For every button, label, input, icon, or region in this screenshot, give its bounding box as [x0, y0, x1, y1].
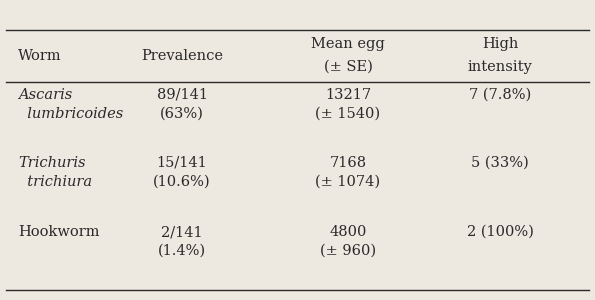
- Text: 13217: 13217: [325, 88, 371, 102]
- Text: 2/141: 2/141: [161, 225, 203, 239]
- Text: (10.6%): (10.6%): [153, 175, 211, 189]
- Text: 15/141: 15/141: [156, 156, 208, 170]
- Text: (± SE): (± SE): [324, 60, 372, 74]
- Text: Trichuris: Trichuris: [18, 156, 86, 170]
- Text: trichiura: trichiura: [18, 175, 92, 189]
- Text: 4800: 4800: [329, 225, 367, 239]
- Text: Worm: Worm: [18, 49, 62, 63]
- Text: lumbricoides: lumbricoides: [18, 107, 123, 121]
- Text: (± 1074): (± 1074): [315, 175, 381, 189]
- Text: (± 960): (± 960): [320, 244, 376, 258]
- Text: Ascaris: Ascaris: [18, 88, 72, 102]
- Text: Prevalence: Prevalence: [141, 49, 223, 63]
- Text: Mean egg: Mean egg: [311, 37, 385, 51]
- Text: (± 1540): (± 1540): [315, 107, 381, 121]
- Text: 2 (100%): 2 (100%): [466, 225, 534, 239]
- Text: Hookworm: Hookworm: [18, 225, 99, 239]
- Text: (1.4%): (1.4%): [158, 244, 206, 258]
- Text: High: High: [482, 37, 518, 51]
- Text: (63%): (63%): [160, 107, 204, 121]
- Text: 5 (33%): 5 (33%): [471, 156, 529, 170]
- Text: 7 (7.8%): 7 (7.8%): [469, 88, 531, 102]
- Text: 7168: 7168: [330, 156, 367, 170]
- Text: 89/141: 89/141: [156, 88, 208, 102]
- Text: intensity: intensity: [468, 60, 533, 74]
